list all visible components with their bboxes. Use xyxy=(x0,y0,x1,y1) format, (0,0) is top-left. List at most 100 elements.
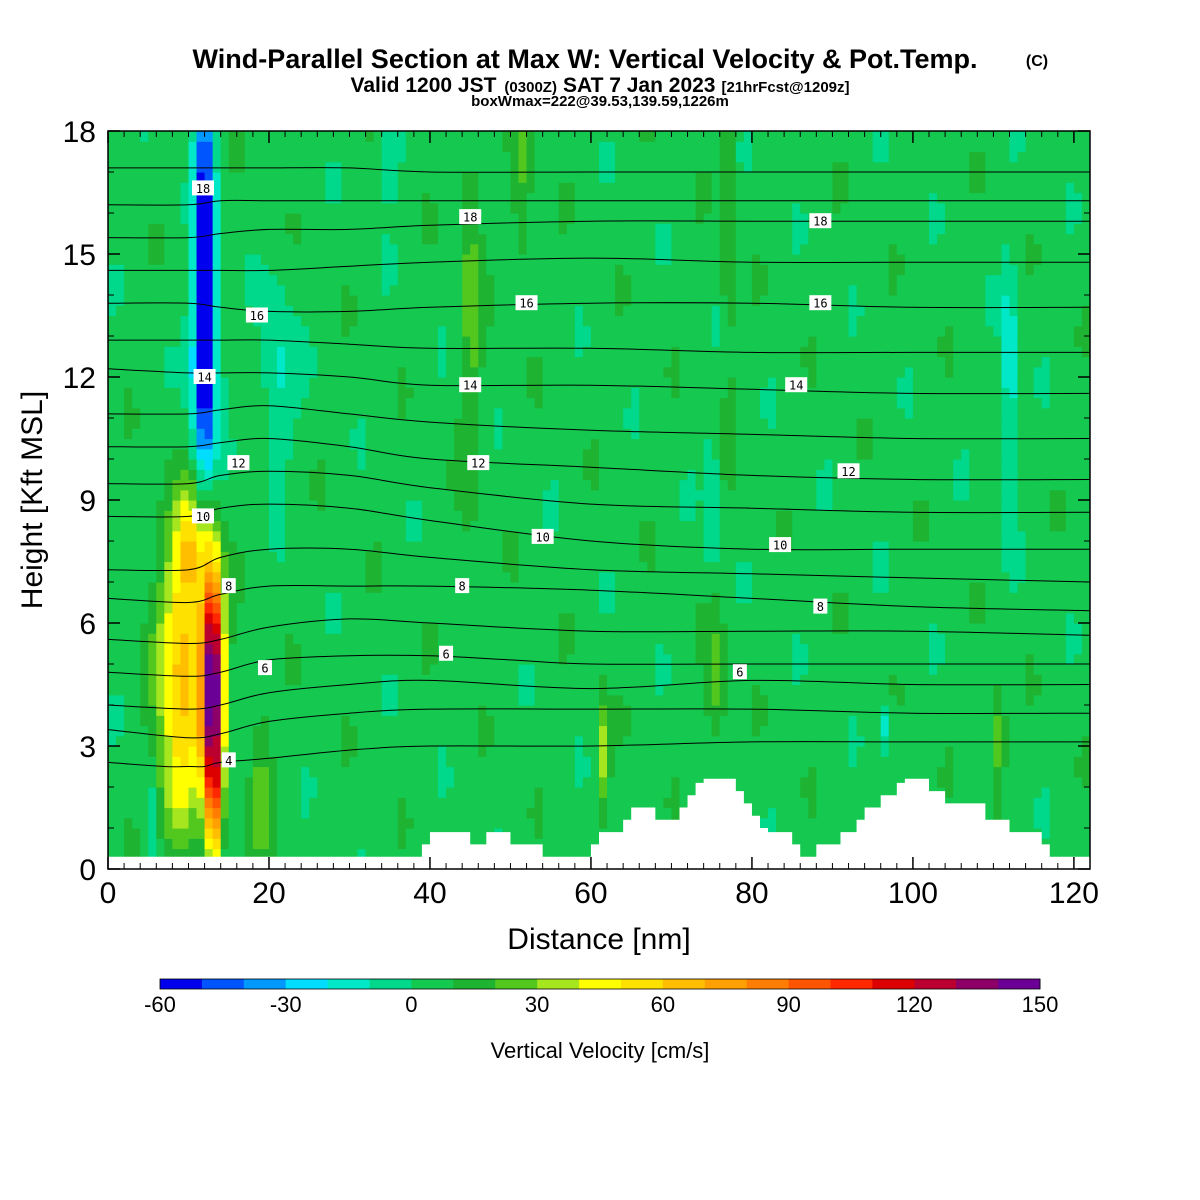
velocity-cell xyxy=(438,797,447,809)
velocity-cell xyxy=(599,551,608,563)
velocity-cell xyxy=(180,817,190,829)
velocity-cell xyxy=(309,336,318,347)
velocity-cell xyxy=(277,787,286,798)
velocity-cell xyxy=(124,715,133,727)
velocity-cell xyxy=(502,571,512,583)
velocity-cell xyxy=(373,192,383,204)
velocity-cell xyxy=(196,776,206,788)
velocity-cell xyxy=(212,848,222,860)
velocity-cell xyxy=(325,233,334,245)
velocity-cell xyxy=(566,469,576,481)
velocity-cell xyxy=(172,797,182,809)
velocity-cell xyxy=(389,459,399,470)
velocity-cell xyxy=(381,612,391,624)
velocity-cell xyxy=(196,479,206,491)
velocity-cell xyxy=(188,787,198,798)
velocity-cell xyxy=(349,377,359,388)
velocity-cell xyxy=(204,674,214,686)
velocity-cell xyxy=(470,684,479,696)
velocity-cell xyxy=(236,787,246,798)
velocity-cell xyxy=(236,397,246,409)
velocity-cell xyxy=(397,448,407,460)
velocity-cell xyxy=(260,489,270,501)
velocity-cell xyxy=(486,315,495,327)
velocity-cell xyxy=(663,807,673,819)
velocity-cell xyxy=(277,756,286,768)
velocity-cell xyxy=(574,356,584,368)
velocity-cell xyxy=(140,746,149,757)
velocity-cell xyxy=(381,643,391,655)
velocity-cell xyxy=(470,182,479,194)
velocity-cell xyxy=(510,377,520,388)
velocity-cell xyxy=(172,233,182,245)
velocity-cell xyxy=(574,623,584,634)
velocity-cell xyxy=(582,776,592,788)
velocity-cell xyxy=(124,418,133,429)
velocity-cell xyxy=(381,828,391,839)
velocity-cell xyxy=(566,161,576,173)
velocity-cell xyxy=(558,489,568,501)
velocity-cell xyxy=(446,243,455,255)
velocity-cell xyxy=(228,356,238,368)
velocity-cell xyxy=(357,315,367,327)
velocity-cell xyxy=(156,305,165,317)
velocity-cell xyxy=(244,356,254,368)
velocity-cell xyxy=(204,653,214,665)
velocity-cell xyxy=(317,213,326,224)
velocity-cell xyxy=(639,766,648,778)
velocity-cell xyxy=(582,500,592,511)
velocity-cell xyxy=(599,141,608,153)
velocity-cell xyxy=(405,213,415,224)
velocity-cell xyxy=(421,233,431,245)
velocity-cell xyxy=(357,602,367,614)
velocity-cell xyxy=(599,192,608,204)
velocity-cell xyxy=(663,787,673,798)
velocity-cell xyxy=(429,592,439,604)
velocity-cell xyxy=(196,848,206,860)
velocity-cell xyxy=(172,510,182,522)
velocity-cell xyxy=(236,623,246,634)
velocity-cell xyxy=(228,264,238,276)
velocity-cell xyxy=(196,756,206,768)
velocity-cell xyxy=(333,459,343,470)
velocity-cell xyxy=(285,233,294,245)
velocity-cell xyxy=(429,643,439,655)
velocity-cell xyxy=(124,705,133,716)
velocity-cell xyxy=(188,418,198,429)
velocity-cell xyxy=(140,459,149,470)
velocity-cell xyxy=(325,336,334,347)
velocity-cell xyxy=(196,551,206,563)
velocity-cell xyxy=(590,356,600,368)
velocity-cell xyxy=(478,520,487,532)
velocity-cell xyxy=(293,694,302,706)
velocity-cell xyxy=(655,356,664,368)
velocity-cell xyxy=(421,592,431,604)
velocity-cell xyxy=(574,571,584,583)
velocity-cell xyxy=(333,571,343,583)
velocity-cell xyxy=(172,284,182,296)
velocity-cell xyxy=(631,520,640,532)
velocity-cell xyxy=(647,623,656,634)
velocity-cell xyxy=(574,592,584,604)
velocity-cell xyxy=(470,387,479,399)
velocity-cell xyxy=(180,746,190,757)
velocity-cell xyxy=(639,233,648,245)
velocity-cell xyxy=(108,715,117,727)
velocity-cell xyxy=(196,520,206,532)
velocity-cell xyxy=(397,520,407,532)
velocity-cell xyxy=(510,643,520,655)
velocity-cell xyxy=(317,705,326,716)
velocity-cell xyxy=(365,213,375,224)
velocity-cell xyxy=(301,264,310,276)
velocity-cell xyxy=(518,643,528,655)
velocity-cell xyxy=(647,284,656,296)
velocity-cell xyxy=(510,469,520,481)
velocity-cell xyxy=(236,202,246,214)
velocity-cell xyxy=(510,264,520,276)
velocity-cell xyxy=(116,561,125,573)
velocity-cell xyxy=(164,766,173,778)
velocity-cell xyxy=(599,479,608,491)
velocity-cell xyxy=(301,612,310,624)
velocity-cell xyxy=(268,366,278,378)
